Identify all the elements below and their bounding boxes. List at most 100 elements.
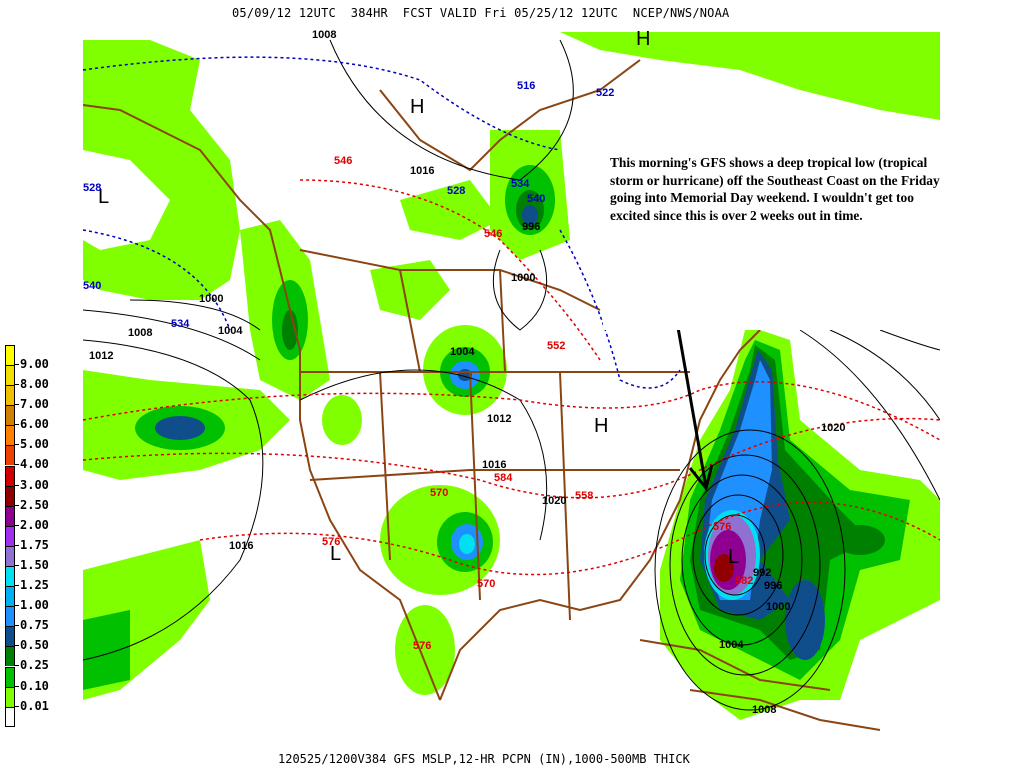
legend-tick — [15, 464, 19, 466]
thickness-label: 552 — [547, 340, 565, 352]
annotation-text: This morning's GFS shows a deep tropical… — [610, 155, 940, 223]
legend-item — [5, 706, 75, 727]
legend-item: 0.25 — [5, 646, 75, 672]
legend-item: 3.00 — [5, 465, 75, 492]
legend-item: 1.75 — [5, 525, 75, 552]
thickness-label: 584 — [494, 472, 513, 484]
thickness-label: 576 — [413, 640, 431, 652]
legend-item: 1.25 — [5, 566, 75, 592]
thickness-label: 528 — [83, 182, 101, 194]
legend-swatch — [5, 686, 15, 707]
legend-tick — [15, 524, 19, 526]
legend-tick — [15, 625, 19, 627]
legend-swatch — [5, 646, 15, 667]
legend-swatch — [5, 525, 15, 546]
legend-item: 0.50 — [5, 626, 75, 652]
legend-swatch — [5, 666, 15, 687]
thickness-label: 570 — [430, 487, 448, 499]
thickness-label: 576 — [322, 536, 340, 548]
legend-item: 0.10 — [5, 666, 75, 693]
legend-item: 9.00 — [5, 345, 75, 371]
thickness-label: 570 — [477, 578, 495, 590]
low-pressure-marker: L — [728, 546, 739, 568]
legend-label: 0.01 — [20, 698, 49, 713]
legend-tick — [15, 665, 19, 667]
legend-tick — [15, 444, 19, 446]
thickness-label: 546 — [484, 228, 502, 240]
isobar-label: 1000 — [199, 293, 223, 305]
thickness-label: 540 — [527, 193, 545, 205]
legend-label: 4.00 — [20, 457, 49, 472]
legend-tick — [15, 364, 19, 365]
legend-label: 1.00 — [20, 598, 49, 613]
legend-item: 0.75 — [5, 606, 75, 632]
isobar-label: 1020 — [821, 422, 845, 434]
legend-item: 6.00 — [5, 405, 75, 431]
isobar-label: 1004 — [218, 325, 243, 337]
legend-label: 6.00 — [20, 417, 49, 432]
legend-swatch — [5, 566, 15, 587]
thickness-label: 546 — [334, 155, 352, 167]
thickness-label: 534 — [171, 318, 190, 330]
high-pressure-marker: H — [636, 28, 650, 50]
isobars — [82, 39, 941, 711]
legend-swatch — [5, 385, 15, 406]
isobar-label: 996 — [764, 580, 782, 592]
legend-swatch — [5, 586, 15, 607]
legend-label: 0.75 — [20, 618, 49, 633]
legend-label: 1.50 — [20, 557, 49, 572]
thickness-label: 576 — [713, 521, 731, 533]
isobar-label: 1004 — [450, 346, 475, 358]
legend-tick — [15, 564, 19, 566]
isobar-label: 992 — [753, 567, 771, 579]
isobar-label: 1004 — [719, 639, 744, 651]
legend-label: 9.00 — [20, 357, 49, 371]
legend-label: 5.00 — [20, 437, 49, 452]
legend-tick — [15, 544, 19, 546]
annotation-arrow — [674, 315, 714, 492]
legend-label: 1.25 — [20, 578, 49, 593]
legend-label: 1.75 — [20, 537, 49, 552]
map-title: 05/09/12 12UTC 384HR FCST VALID Fri 05/2… — [232, 6, 730, 20]
isobar-labels: 1008 1016 996 1000 1000 1004 1008 1012 1… — [89, 29, 938, 716]
thickness-label: 582 — [735, 575, 753, 587]
thickness-contours — [82, 56, 941, 576]
legend-swatch — [5, 405, 15, 426]
low-pressure-marker: L — [330, 543, 341, 565]
isobar-label: 1008 — [128, 327, 152, 339]
legend-tick — [15, 484, 19, 486]
legend-swatch — [5, 485, 15, 506]
legend-swatch — [5, 465, 15, 486]
precip-shading — [83, 32, 940, 720]
isobar-label: 1000 — [766, 601, 790, 613]
legend-item: 7.00 — [5, 385, 75, 411]
thickness-label: 534 — [511, 178, 530, 190]
legend-item: 0.01 — [5, 686, 75, 713]
legend-item: 1.50 — [5, 545, 75, 572]
legend-label: 0.50 — [20, 638, 49, 653]
thickness-labels-warm: 546 546 552 570 584 558 576 570 576 576 … — [322, 155, 753, 652]
thickness-label: 528 — [447, 185, 465, 197]
isobar-label: 1016 — [482, 459, 506, 471]
legend-tick — [15, 504, 19, 506]
isobar-label: 1020 — [542, 495, 566, 507]
legend-item: 2.00 — [5, 505, 75, 532]
legend-label: 7.00 — [20, 397, 49, 412]
legend-item: 1.00 — [5, 586, 75, 612]
precip-legend: 9.00 8.00 7.00 6.00 5.00 4.00 3.00 2.50 2.00 1.75… — [5, 345, 75, 727]
legend-tick — [15, 585, 19, 587]
thickness-label: 516 — [517, 80, 535, 92]
legend-swatch — [5, 425, 15, 446]
thickness-label: 540 — [83, 280, 101, 292]
isobar-label: 1016 — [410, 165, 434, 177]
legend-tick — [15, 384, 19, 386]
legend-item: 4.00 — [5, 445, 75, 471]
legend-label: 0.10 — [20, 678, 49, 693]
map-caption: 120525/1200V384 GFS MSLP,12-HR PCPN (IN)… — [278, 752, 690, 766]
legend-swatch — [5, 706, 15, 727]
isobar-label: 996 — [522, 221, 540, 233]
legend-item: 8.00 — [5, 365, 75, 391]
legend-label: 3.00 — [20, 477, 49, 492]
isobar-label: 1008 — [312, 29, 336, 41]
